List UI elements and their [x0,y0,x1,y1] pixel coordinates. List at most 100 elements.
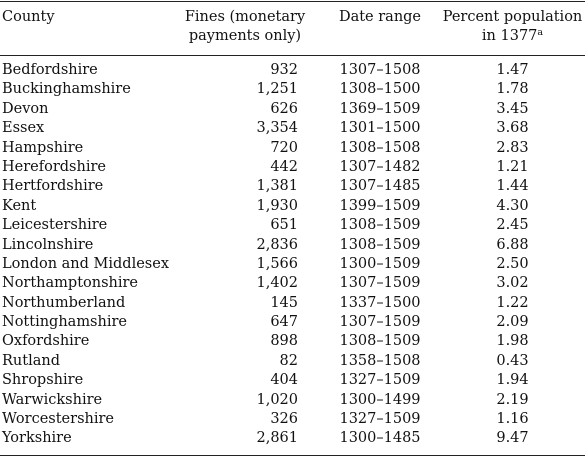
cell-percent-population: 2.19 [496,391,529,408]
cell-fines: 442 [270,158,298,175]
header-date-range: Date range [320,8,440,27]
header-fines: Fines (monetary payments only) [170,8,320,46]
table-row: Warwickshire 1,020 1300–1499 2.19 [0,391,585,410]
cell-date-range: 1300–1485 [339,430,421,447]
cell-percent-population: 1.22 [496,294,529,311]
cell-fines: 651 [270,217,298,234]
cell-percent-population: 9.47 [496,430,529,447]
cell-percent-population: 6.88 [496,236,529,253]
cell-date-range: 1308–1509 [339,333,421,350]
header-pct-footnote: a [537,27,544,38]
table-row: Herefordshire 442 1307–1482 1.21 [0,158,585,177]
cell-percent-population: 1.21 [496,158,529,175]
cell-date-range: 1300–1509 [339,255,421,272]
cell-fines: 145 [270,294,298,311]
cell-fines: 1,020 [256,391,298,408]
table-header: County Fines (monetary payments only) Da… [0,8,585,54]
cell-fines: 1,402 [256,275,298,292]
cell-county: Kent [2,197,37,214]
cell-percent-population: 4.30 [496,197,529,214]
cell-county: Northamptonshire [2,275,139,292]
cell-county: Lincolnshire [2,236,94,253]
cell-percent-population: 0.43 [496,352,529,369]
table-row: Bedfordshire 932 1307–1508 1.47 [0,61,585,80]
cell-fines: 647 [270,314,298,331]
cell-fines: 404 [270,372,298,389]
cell-date-range: 1307–1508 [339,62,421,78]
cell-date-range: 1399–1509 [339,197,421,214]
table-row: Devon 626 1369–1509 3.45 [0,100,585,119]
cell-percent-population: 2.83 [496,139,529,156]
cell-date-range: 1308–1500 [339,81,421,98]
cell-county: Nottinghamshire [2,314,127,331]
cell-percent-population: 1.44 [496,178,529,195]
cell-fines: 1,381 [256,178,298,195]
header-rule [0,55,585,56]
table-row: Buckinghamshire 1,251 1308–1500 1.78 [0,80,585,99]
table-row: Hertfordshire 1,381 1307–1485 1.44 [0,177,585,196]
cell-fines: 82 [279,352,298,369]
table-row: Worcestershire 326 1327–1509 1.16 [0,410,585,429]
table-row: Essex 3,354 1301–1500 3.68 [0,119,585,138]
top-rule [0,1,585,2]
cell-percent-population: 3.45 [496,100,529,117]
cell-fines: 3,354 [256,120,298,137]
table-row: Hampshire 720 1308–1508 2.83 [0,139,585,158]
cell-date-range: 1308–1509 [339,217,421,234]
cell-date-range: 1300–1499 [339,391,421,408]
cell-county: Hertfordshire [2,178,104,195]
table-row: Kent 1,930 1399–1509 4.30 [0,197,585,216]
cell-fines: 932 [270,62,298,78]
cell-date-range: 1358–1508 [339,352,421,369]
header-pct-line2: in 1377 [481,28,538,44]
cell-date-range: 1327–1509 [339,372,421,389]
cell-county: Devon [2,100,49,117]
header-county-label: County [2,9,55,25]
cell-percent-population: 2.09 [496,314,529,331]
cell-county: Northumberland [2,294,126,311]
header-pct-line2-wrap: in 1377a [440,27,585,47]
table-row: Yorkshire 2,861 1300–1485 9.47 [0,429,585,448]
cell-percent-population: 1.16 [496,411,529,428]
header-fines-line2: payments only) [188,28,302,44]
header-pct-line1: Percent population [442,9,583,25]
cell-county: Essex [2,120,45,137]
cell-fines: 2,836 [256,236,298,253]
cell-fines: 720 [270,139,298,156]
cell-date-range: 1307–1482 [339,158,421,175]
cell-county: Bedfordshire [2,62,98,78]
table-row: Nottinghamshire 647 1307–1509 2.09 [0,313,585,332]
cell-fines: 2,861 [256,430,298,447]
cell-percent-population: 3.68 [496,120,529,137]
cell-percent-population: 1.47 [496,62,529,78]
cell-fines: 1,251 [256,81,298,98]
cell-date-range: 1327–1509 [339,411,421,428]
cell-county: Hampshire [2,139,84,156]
header-county: County [2,8,152,27]
table-row: Oxfordshire 898 1308–1509 1.98 [0,332,585,351]
cell-percent-population: 2.50 [496,255,529,272]
bottom-rule [0,455,585,456]
table-row: Rutland 82 1358–1508 0.43 [0,352,585,371]
header-fines-line1: Fines (monetary [184,9,306,25]
table-row: Shropshire 404 1327–1509 1.94 [0,371,585,390]
cell-county: Worcestershire [2,411,114,428]
table-row: London and Middlesex 1,566 1300–1509 2.50 [0,255,585,274]
cell-date-range: 1307–1509 [339,275,421,292]
header-date-range-label: Date range [338,9,422,25]
table-row: Lincolnshire 2,836 1308–1509 6.88 [0,236,585,255]
cell-county: Yorkshire [2,430,72,447]
table-row: Northamptonshire 1,402 1307–1509 3.02 [0,274,585,293]
cell-percent-population: 3.02 [496,275,529,292]
header-percent-population: Percent population in 1377a [440,8,585,47]
cell-county: Oxfordshire [2,333,90,350]
cell-county: Herefordshire [2,158,106,175]
table-body: Bedfordshire 932 1307–1508 1.47 Buckinghamsh… [0,61,585,449]
table-row: Leicestershire 651 1308–1509 2.45 [0,216,585,235]
cell-fines: 898 [270,333,298,350]
cell-county: Warwickshire [2,391,103,408]
cell-date-range: 1369–1509 [339,100,421,117]
cell-date-range: 1308–1508 [339,139,421,156]
cell-county: Buckinghamshire [2,81,131,98]
cell-date-range: 1307–1485 [339,178,421,195]
